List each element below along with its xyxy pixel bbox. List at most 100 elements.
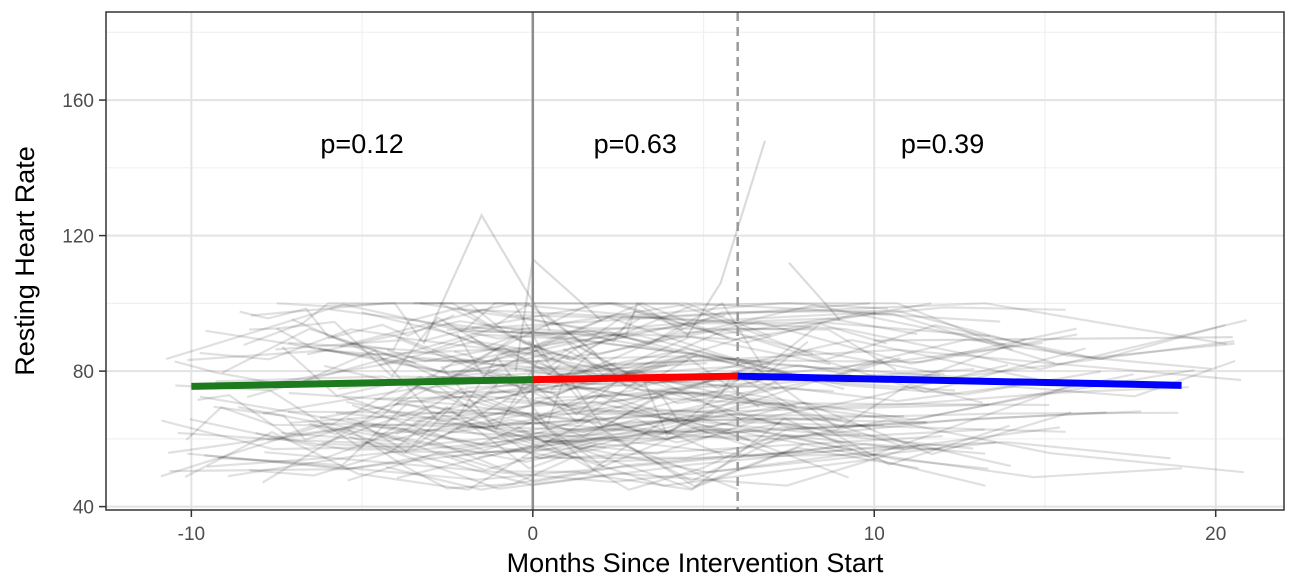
fit-segment <box>737 372 1182 389</box>
trajectory-line <box>264 441 996 484</box>
trajectory-line <box>506 414 853 454</box>
trajectory-line <box>249 316 549 378</box>
trajectory-line <box>351 396 796 452</box>
trajectory-line <box>545 419 1011 468</box>
trajectory-line <box>262 424 986 484</box>
trajectory-line <box>169 427 905 473</box>
trajectory-line <box>320 411 1107 434</box>
trajectory-line <box>250 302 1014 351</box>
trajectory-line <box>249 405 597 477</box>
trajectory-line <box>451 421 1066 458</box>
trajectory-line <box>199 395 943 460</box>
trajectory-line <box>199 328 477 367</box>
trajectory-line <box>420 335 1086 403</box>
fit-lines <box>191 372 1182 390</box>
trajectory-line <box>329 308 674 352</box>
trajectory-line <box>197 391 467 455</box>
trajectory-line <box>386 414 709 454</box>
trajectory-line <box>184 430 739 491</box>
trajectory-line <box>308 422 919 490</box>
trajectory-line <box>379 340 570 366</box>
trajectory-line <box>239 307 455 340</box>
trajectory-line <box>350 303 555 359</box>
trajectory-line <box>385 417 986 491</box>
trajectory-line <box>161 381 536 451</box>
trajectory-line <box>177 431 410 446</box>
trajectory-line <box>187 450 803 481</box>
trajectory-line <box>469 310 683 348</box>
trajectory-line <box>276 302 496 343</box>
grid-minor <box>106 12 1284 510</box>
trajectory-line <box>550 349 778 396</box>
trajectory-line <box>396 428 849 480</box>
x-axis-title: Months Since Intervention Start <box>507 548 884 578</box>
trajectory-line <box>439 302 812 350</box>
trajectory-line <box>451 340 1235 379</box>
trajectory-line <box>456 308 1248 371</box>
x-axis-ticks: -10 0 10 20 <box>178 510 1226 545</box>
trajectory-line <box>348 435 920 491</box>
trajectory-line <box>347 427 843 482</box>
trajectory-line <box>446 302 1227 346</box>
trajectory-line <box>318 320 1077 374</box>
trajectory-line <box>275 338 883 413</box>
trajectory-line <box>685 140 767 338</box>
trajectory-line <box>221 327 417 374</box>
trajectory-line <box>174 348 562 423</box>
trajectory-line <box>342 395 714 444</box>
trajectory-line <box>524 348 1242 382</box>
trajectory-line <box>411 309 1212 372</box>
p-value-annotations: p=0.12 p=0.63 p=0.39 <box>320 129 984 159</box>
trajectory-line <box>511 302 1056 365</box>
grid-major <box>106 12 1284 510</box>
trajectory-line <box>522 419 1244 474</box>
trajectory-line <box>185 406 407 453</box>
trajectory-line <box>175 384 786 449</box>
trajectory-line <box>262 374 955 415</box>
trajectory-line <box>373 403 989 436</box>
trajectory-line <box>168 413 904 454</box>
trajectory-line <box>455 427 1182 479</box>
trajectory-line <box>217 402 607 467</box>
trajectory-line <box>267 427 574 490</box>
trajectory-line <box>288 410 974 450</box>
trajectory-line <box>426 364 853 423</box>
trajectory-line <box>215 372 793 434</box>
trajectory-line <box>160 418 843 478</box>
trajectory-line <box>337 349 945 401</box>
trajectory-line <box>361 311 918 369</box>
trajectory-line <box>189 404 901 448</box>
trajectory-line <box>243 302 531 347</box>
trajectory-line <box>534 373 1134 421</box>
y-tick-label: 120 <box>62 227 94 248</box>
trajectory-line <box>319 366 872 429</box>
trajectory-line <box>459 329 845 391</box>
trajectory-line <box>322 387 782 449</box>
trajectory-line <box>306 320 1078 364</box>
trajectory-line <box>371 410 1142 442</box>
x-tick-label: -10 <box>178 524 205 545</box>
trajectory-line <box>255 412 605 468</box>
trajectory-line <box>447 405 1179 435</box>
p-value-label: p=0.12 <box>320 129 403 159</box>
trajectory-line <box>346 400 1061 474</box>
trajectory-line <box>565 323 1226 371</box>
y-tick-label: 40 <box>73 498 94 519</box>
trajectory-line <box>515 424 884 491</box>
y-axis-ticks: 40 80 120 160 <box>62 91 106 519</box>
trajectory-line <box>487 369 1195 427</box>
trajectory-line <box>494 302 1066 336</box>
trajectory-line <box>532 302 1235 361</box>
trajectory-line <box>503 364 983 430</box>
p-value-label: p=0.63 <box>594 129 677 159</box>
trajectory-line <box>468 301 689 362</box>
reference-lines <box>531 12 739 510</box>
trajectory-line <box>395 387 610 436</box>
trajectory-line <box>541 402 1050 443</box>
trajectory-line <box>530 413 942 471</box>
trajectory-line <box>546 314 897 371</box>
trajectory-line <box>419 302 932 331</box>
trajectory-line <box>289 400 750 441</box>
trajectory-line <box>570 401 1072 456</box>
